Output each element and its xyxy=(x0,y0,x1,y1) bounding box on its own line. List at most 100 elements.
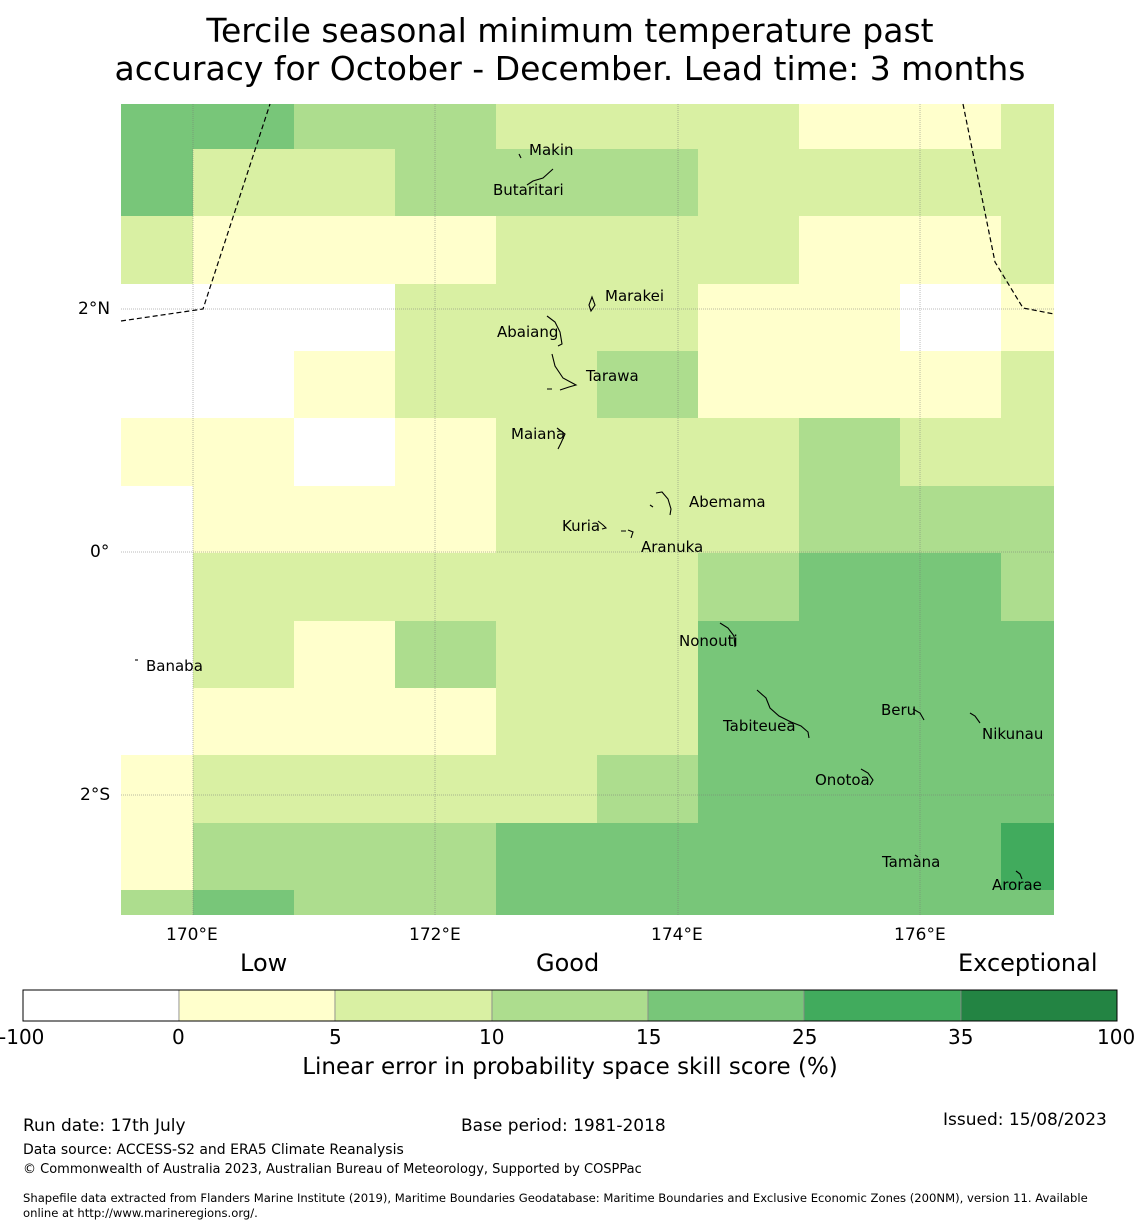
grid-cell xyxy=(496,351,597,418)
place-label-nikunau: Nikunau xyxy=(982,725,1043,743)
colorbar-tick-label: 0 xyxy=(172,1025,185,1049)
grid-cell xyxy=(496,823,597,890)
grid-cell xyxy=(1001,284,1054,351)
place-label-maiana: Maiana xyxy=(511,425,565,443)
grid-cell xyxy=(1001,486,1054,553)
island-beru xyxy=(912,708,925,721)
grid-cell xyxy=(900,890,1001,915)
grid-cell xyxy=(597,823,698,890)
grid-cell xyxy=(698,216,799,284)
grid-cell xyxy=(496,553,597,621)
colorbar-tick-label: 10 xyxy=(479,1025,505,1049)
grid-cell xyxy=(294,149,395,216)
lat-tick-2n: 2°N xyxy=(78,299,111,319)
grid-cell xyxy=(698,755,799,823)
grid-cell xyxy=(597,351,698,418)
colorbar-segment xyxy=(960,989,1118,1022)
grid-cell xyxy=(496,216,597,284)
colorbar-segment xyxy=(803,989,962,1022)
lon-tick-172e: 172°E xyxy=(409,925,461,945)
place-label-banaba: Banaba xyxy=(146,657,203,675)
grid-cell xyxy=(121,418,193,486)
grid-cell xyxy=(193,890,294,915)
colorbar-segment xyxy=(178,989,336,1022)
colorbar-segment xyxy=(22,989,180,1022)
grid-cell xyxy=(799,284,900,351)
grid-cell xyxy=(496,149,597,216)
grid-cell xyxy=(496,284,597,351)
island-makin xyxy=(518,153,522,159)
level-exceptional-label: Exceptional xyxy=(958,949,1098,977)
shapefile-credit-line-2: online at http://www.marineregions.org/. xyxy=(23,1206,258,1220)
grid-cell xyxy=(496,104,597,149)
grid-cell xyxy=(799,149,900,216)
grid-cell xyxy=(900,149,1001,216)
grid-cell xyxy=(496,890,597,915)
island-kuria xyxy=(597,520,608,530)
grid-cell xyxy=(698,418,799,486)
grid-cell xyxy=(294,755,395,823)
colorbar-tick-label: 15 xyxy=(636,1025,662,1049)
grid-cell xyxy=(395,149,496,216)
grid-cell xyxy=(900,351,1001,418)
grid-cell xyxy=(698,890,799,915)
grid-cell xyxy=(193,621,294,688)
data-source: Data source: ACCESS-S2 and ERA5 Climate … xyxy=(23,1142,404,1158)
grid-cell xyxy=(193,284,294,351)
grid-cell xyxy=(121,351,193,418)
eez-boundary-lines xyxy=(120,103,1055,322)
colorbar-segment xyxy=(334,989,493,1022)
colorbar-tick-label: 35 xyxy=(948,1025,974,1049)
grid-cell xyxy=(900,284,1001,351)
place-label-makin: Makin xyxy=(529,141,574,159)
grid-cell xyxy=(395,104,496,149)
grid-cell xyxy=(698,486,799,553)
grid-cell xyxy=(900,621,1001,688)
grid-cell xyxy=(294,486,395,553)
colorbar xyxy=(22,989,1118,1022)
grid-cell xyxy=(698,351,799,418)
grid-cell xyxy=(1001,216,1054,284)
grid-cell xyxy=(193,755,294,823)
island-nikunau xyxy=(969,712,981,724)
place-label-tabiteuea: Tabiteuea xyxy=(722,717,796,735)
grid-cell xyxy=(395,284,496,351)
place-label-nonouti: Nonouti xyxy=(679,632,738,650)
grid-cell xyxy=(597,890,698,915)
island-marakei xyxy=(588,295,596,313)
lat-tick-2s: 2°S xyxy=(80,785,111,805)
grid-cell xyxy=(597,216,698,284)
grid-cell xyxy=(698,688,799,755)
grid-cell xyxy=(193,216,294,284)
place-label-beru: Beru xyxy=(881,701,916,719)
grid-cell xyxy=(121,486,193,553)
grid-cell xyxy=(121,890,193,915)
run-date: Run date: 17th July xyxy=(23,1116,186,1136)
island-tarawa xyxy=(547,353,578,391)
grid-cell xyxy=(597,755,698,823)
shapefile-credit-line-1: Shapefile data extracted from Flanders M… xyxy=(23,1191,1088,1205)
grid-cell xyxy=(121,621,193,688)
grid-cell xyxy=(294,104,395,149)
grid-cell xyxy=(1001,755,1054,823)
colorbar-tick-label: 25 xyxy=(792,1025,818,1049)
island-abemama xyxy=(649,491,672,516)
grid-cell xyxy=(294,688,395,755)
island-abaiang xyxy=(546,315,563,347)
grid-cell xyxy=(900,104,1001,149)
grid-cell xyxy=(799,351,900,418)
level-good-label: Good xyxy=(536,949,600,977)
grid-cell xyxy=(698,823,799,890)
grid-cell xyxy=(193,553,294,621)
place-label-butaritari: Butaritari xyxy=(493,181,564,199)
island-arorae xyxy=(1015,870,1023,880)
grid-cell xyxy=(1001,104,1054,149)
colorbar-label: Linear error in probability space skill … xyxy=(302,1054,838,1080)
issued-date: Issued: 15/08/2023 xyxy=(943,1110,1107,1130)
place-label-kuria: Kuria xyxy=(562,517,600,535)
colorbar-tick-label: 5 xyxy=(329,1025,342,1049)
grid-cell xyxy=(121,104,193,149)
grid-cell xyxy=(1001,890,1054,915)
place-label-aranuka: Aranuka xyxy=(641,538,703,556)
grid-cell xyxy=(121,216,193,284)
